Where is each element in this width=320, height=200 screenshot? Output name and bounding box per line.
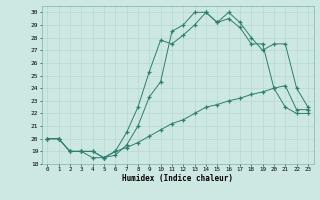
X-axis label: Humidex (Indice chaleur): Humidex (Indice chaleur): [122, 174, 233, 183]
